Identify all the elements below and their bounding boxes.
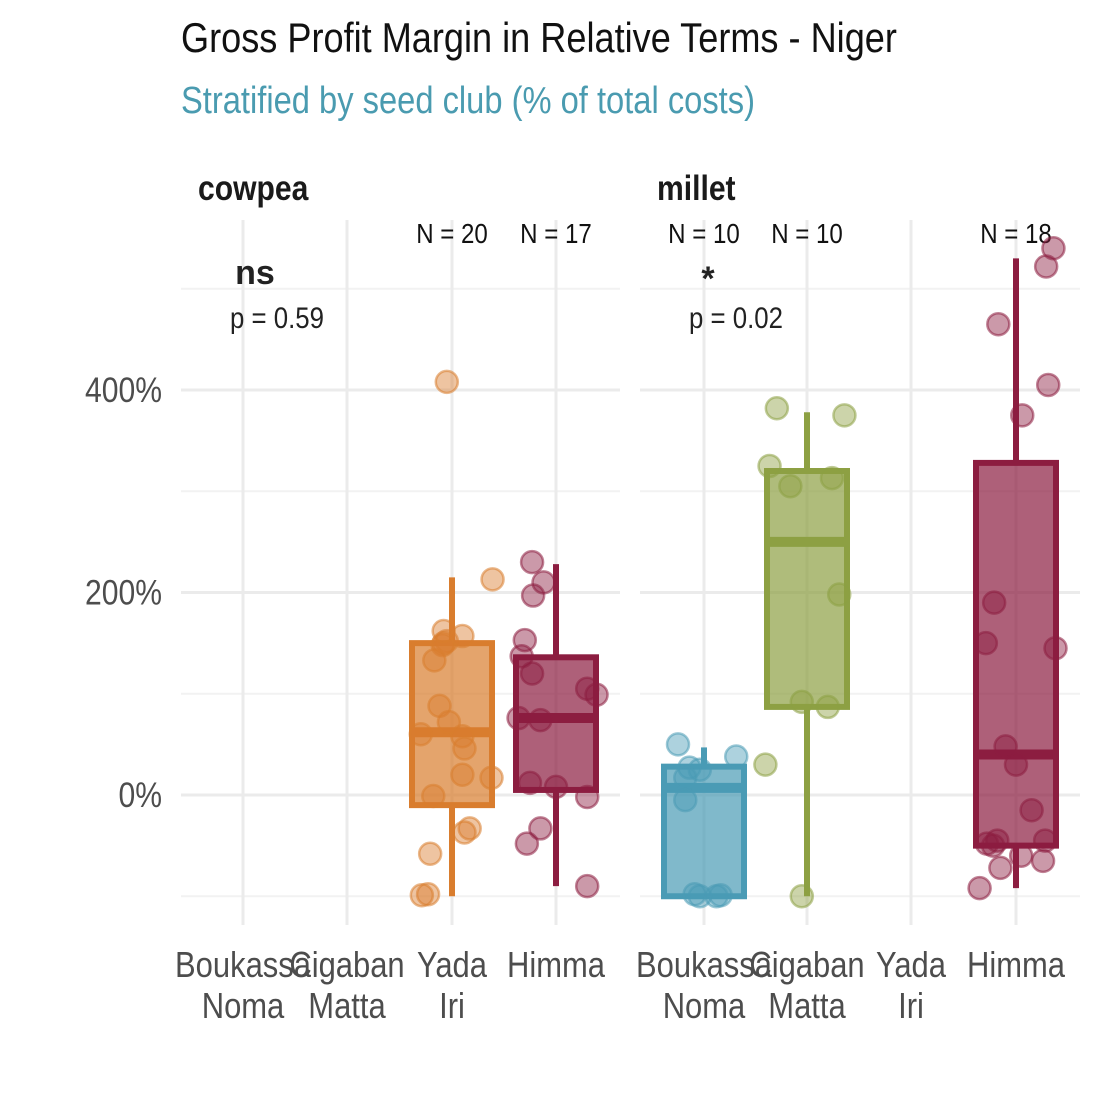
- data-point: [826, 582, 852, 607]
- data-point: [988, 855, 1013, 881]
- data-point: [708, 882, 733, 908]
- data-point: [519, 549, 545, 575]
- x-tick-label: Matta: [768, 987, 846, 1027]
- data-point: [967, 875, 992, 901]
- facet-label: millet: [657, 168, 736, 208]
- data-point: [980, 833, 1006, 858]
- facet-label: cowpea: [198, 168, 309, 208]
- data-point: [517, 770, 543, 796]
- x-tick-label: Matta: [308, 987, 386, 1027]
- data-point: [687, 757, 713, 782]
- data-point: [673, 787, 698, 813]
- data-point: [452, 820, 477, 845]
- significance-label: *: [701, 260, 715, 298]
- data-point: [574, 873, 600, 899]
- data-point: [981, 590, 1007, 615]
- data-point: [422, 648, 447, 673]
- data-point: [753, 752, 778, 777]
- data-point: [778, 473, 803, 499]
- data-point: [417, 841, 443, 866]
- y-tick-label: 200%: [85, 572, 162, 612]
- data-point: [421, 783, 446, 809]
- data-point: [514, 831, 540, 856]
- x-tick-label: Noma: [202, 987, 285, 1027]
- data-point: [520, 583, 546, 608]
- x-tick-label: Yada: [876, 946, 946, 986]
- data-point: [528, 707, 553, 733]
- data-point: [682, 881, 707, 907]
- data-point: [450, 623, 475, 649]
- p-value-label: p = 0.02: [689, 301, 783, 334]
- x-tick-label: Iri: [439, 987, 465, 1027]
- data-point: [452, 736, 477, 761]
- data-point: [986, 311, 1011, 337]
- data-point: [506, 705, 531, 731]
- n-label: N = 10: [771, 217, 843, 249]
- data-point: [993, 734, 1018, 759]
- data-point: [757, 453, 782, 479]
- data-point: [543, 774, 569, 800]
- box: [764, 468, 850, 710]
- data-point: [789, 884, 815, 909]
- y-tick-label: 0%: [119, 775, 162, 815]
- data-point: [789, 689, 815, 715]
- x-tick-label: Boukassa: [175, 946, 311, 986]
- data-point: [819, 465, 845, 491]
- data-point: [1032, 828, 1058, 853]
- data-point: [723, 744, 749, 769]
- p-value-label: p = 0.59: [230, 301, 324, 334]
- chart-subtitle: Stratified by seed club (% of total cost…: [181, 80, 755, 122]
- data-point: [973, 630, 999, 656]
- data-point: [450, 762, 475, 787]
- x-tick-label: Himma: [507, 946, 605, 986]
- x-tick-label: Boukassa: [636, 946, 772, 986]
- data-point: [1008, 843, 1034, 868]
- x-tick-label: Yada: [417, 946, 487, 986]
- data-point: [832, 403, 857, 428]
- n-label: N = 18: [980, 217, 1052, 249]
- data-point: [1043, 635, 1068, 661]
- data-point: [409, 882, 435, 908]
- data-point: [673, 765, 698, 791]
- data-point: [431, 618, 456, 644]
- x-tick-label: Cigaban: [289, 946, 404, 986]
- data-point: [574, 784, 600, 810]
- n-label: N = 20: [416, 217, 488, 249]
- data-point: [479, 765, 504, 791]
- data-point: [408, 722, 434, 747]
- data-point: [1003, 752, 1029, 777]
- chart-title: Gross Profit Margin in Relative Terms - …: [181, 14, 897, 61]
- significance-label: ns: [235, 254, 275, 292]
- data-point: [815, 694, 841, 720]
- data-point: [480, 567, 505, 592]
- data-point: [1009, 403, 1035, 428]
- x-tick-label: Himma: [967, 946, 1065, 986]
- y-tick-label: 400%: [85, 370, 162, 410]
- data-point: [528, 816, 553, 841]
- data-point: [1019, 797, 1044, 823]
- data-point: [434, 369, 460, 395]
- data-point: [1030, 848, 1056, 874]
- data-point: [519, 661, 545, 686]
- x-tick-label: Cigaban: [749, 946, 864, 986]
- data-point: [1035, 372, 1061, 398]
- x-tick-label: Iri: [898, 987, 924, 1027]
- x-tick-label: Noma: [663, 987, 746, 1027]
- n-label: N = 17: [520, 217, 592, 249]
- data-point: [1033, 254, 1059, 279]
- n-label: N = 10: [668, 217, 740, 249]
- data-point: [764, 395, 790, 421]
- data-point: [665, 732, 691, 757]
- data-point: [584, 682, 609, 708]
